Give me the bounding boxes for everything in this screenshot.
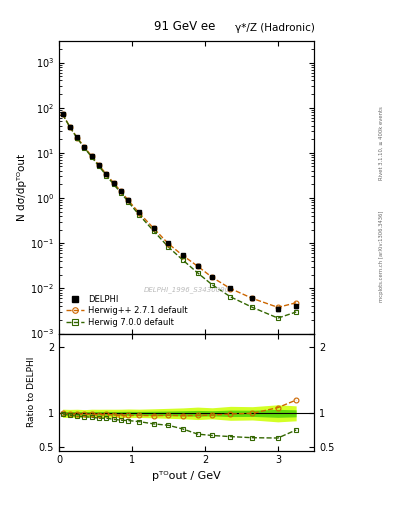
Text: γ*/Z (Hadronic): γ*/Z (Hadronic)	[235, 23, 314, 33]
Text: 91 GeV ee: 91 GeV ee	[154, 20, 215, 33]
Legend: DELPHI, Herwig++ 2.7.1 default, Herwig 7.0.0 default: DELPHI, Herwig++ 2.7.1 default, Herwig 7…	[63, 292, 190, 329]
Y-axis label: N dσ/dpᵀᴼout: N dσ/dpᵀᴼout	[17, 154, 28, 221]
X-axis label: pᵀᴼout / GeV: pᵀᴼout / GeV	[152, 471, 221, 481]
Y-axis label: Ratio to DELPHI: Ratio to DELPHI	[27, 357, 36, 427]
Text: Rivet 3.1.10, ≥ 400k events: Rivet 3.1.10, ≥ 400k events	[379, 106, 384, 180]
Text: DELPHI_1996_S3430090: DELPHI_1996_S3430090	[143, 286, 230, 293]
Text: mcplots.cern.ch [arXiv:1306.3436]: mcplots.cern.ch [arXiv:1306.3436]	[379, 210, 384, 302]
